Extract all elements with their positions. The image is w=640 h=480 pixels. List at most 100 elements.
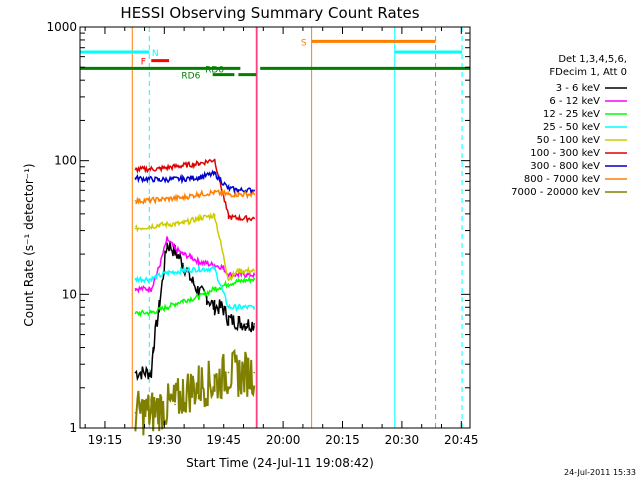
x-tick-label-4: 20:15: [325, 433, 360, 447]
series-3-point-8: [253, 306, 256, 309]
series-5-point-4: [213, 158, 216, 161]
series-6: [134, 169, 256, 195]
series-0-point-6: [182, 262, 184, 265]
series-line-5: [135, 158, 255, 224]
series-8-point-7: [227, 371, 230, 374]
series-7-point-6: [237, 193, 240, 196]
y-tick-label-1: 10: [62, 287, 77, 301]
flag-label-3: RD0: [205, 65, 224, 75]
series-line-0: [134, 241, 255, 382]
series-1-point-4: [174, 247, 176, 250]
series-0-point-12: [227, 318, 230, 321]
series-0-point-0: [134, 371, 137, 374]
series-1-point-6: [190, 256, 192, 258]
series-4-point-0: [134, 227, 137, 230]
series-6-point-0: [134, 177, 137, 179]
series-7-point-2: [182, 196, 184, 199]
series-3: [134, 264, 256, 313]
series-6-point-3: [197, 176, 200, 179]
series-4-point-5: [227, 278, 230, 280]
series-8-point-2: [158, 407, 160, 410]
series-1-point-7: [197, 261, 200, 263]
series-5-point-7: [253, 217, 256, 220]
axes: 19:15 19:30 19:45 20:00 20:15 20:30 20:45 1 10 10…: [46, 20, 478, 447]
series-7-point-5: [227, 193, 230, 196]
series-5-point-0: [134, 168, 137, 171]
legend-label-7: 800 - 7000 keV: [524, 174, 600, 185]
series-2-point-4: [197, 296, 200, 299]
legend-label-1: 6 - 12 keV: [549, 96, 600, 107]
series-4-point-3: [197, 217, 200, 220]
series-1-point-3: [166, 238, 168, 240]
series-3-point-5: [213, 268, 216, 270]
flag-label-1: F: [141, 58, 146, 68]
series-8: [134, 348, 256, 436]
series-1-point-12: [237, 274, 240, 276]
series-0-point-14: [245, 323, 248, 325]
series-2-point-6: [227, 282, 230, 285]
series-lines: [134, 158, 256, 436]
series-6-point-1: [158, 178, 160, 181]
series-2-point-3: [182, 299, 184, 302]
y-tick-label-2: 100: [54, 154, 77, 168]
series-1-point-10: [221, 266, 224, 268]
series-5: [134, 158, 256, 224]
series-3-point-7: [237, 306, 240, 309]
series-2-point-8: [253, 278, 256, 280]
series-4-point-1: [158, 224, 160, 226]
flag-label-4: RD6: [181, 72, 200, 82]
series-6-point-5: [227, 187, 230, 190]
series-line-3: [134, 264, 255, 313]
flag-bars: NF S RD0 RD6: [80, 38, 470, 82]
series-8-point-5: [197, 384, 200, 386]
series-7-point-0: [134, 200, 137, 202]
series-1-point-5: [182, 253, 184, 255]
legend-label-5: 100 - 300 keV: [530, 148, 600, 159]
series-2: [134, 275, 256, 318]
x-tick-label-2: 19:45: [206, 433, 241, 447]
series-6-point-2: [182, 178, 184, 180]
series-0-point-13: [237, 321, 240, 323]
series-7-point-7: [253, 193, 256, 196]
series-4-point-6: [237, 269, 240, 272]
y-tick-label-0: 1: [69, 421, 77, 435]
series-1-point-9: [213, 264, 216, 267]
vertical-markers: [79, 27, 463, 428]
series-0-point-7: [190, 278, 192, 280]
legend-label-0: 3 - 6 keV: [556, 83, 600, 94]
legend-label-2: 12 - 25 keV: [543, 109, 600, 120]
legend-label-6: 300 - 800 keV: [530, 161, 600, 172]
series-line-4: [134, 212, 255, 282]
series-8-point-1: [150, 411, 153, 414]
flag-label-0: N: [152, 49, 159, 59]
series-1-point-0: [134, 288, 137, 290]
series-3-point-6: [227, 306, 230, 309]
series-6-point-6: [237, 189, 240, 192]
x-tick-label-3: 20:00: [266, 433, 301, 447]
series-7-point-1: [158, 198, 160, 201]
series-0-point-9: [205, 296, 208, 299]
plot-frame: [79, 26, 471, 429]
series-4: [134, 212, 256, 282]
series-line-8: [134, 348, 256, 436]
chart-title: HESSI Observing Summary Count Rates: [120, 4, 419, 22]
series-line-6: [134, 169, 255, 195]
series-line-7: [135, 188, 255, 205]
y-tick-label-3: 1000: [46, 20, 77, 34]
series-0-point-11: [221, 306, 224, 309]
series-1-point-14: [253, 274, 256, 276]
series-0-point-2: [152, 346, 155, 349]
series-7-point-3: [197, 193, 200, 196]
x-tick-label-5: 20:30: [385, 433, 420, 447]
series-8-point-8: [237, 374, 240, 376]
series-5-point-6: [237, 217, 240, 220]
series-2-point-0: [134, 312, 137, 315]
series-6-point-7: [253, 189, 256, 192]
y-axis-label: Count Rate (s⁻¹ detector⁻¹): [22, 163, 36, 326]
series-4-point-4: [213, 214, 216, 217]
series-3-point-2: [166, 271, 168, 274]
series-5-point-2: [182, 164, 184, 167]
series-8-point-4: [182, 393, 184, 395]
series-6-point-4: [213, 172, 216, 175]
